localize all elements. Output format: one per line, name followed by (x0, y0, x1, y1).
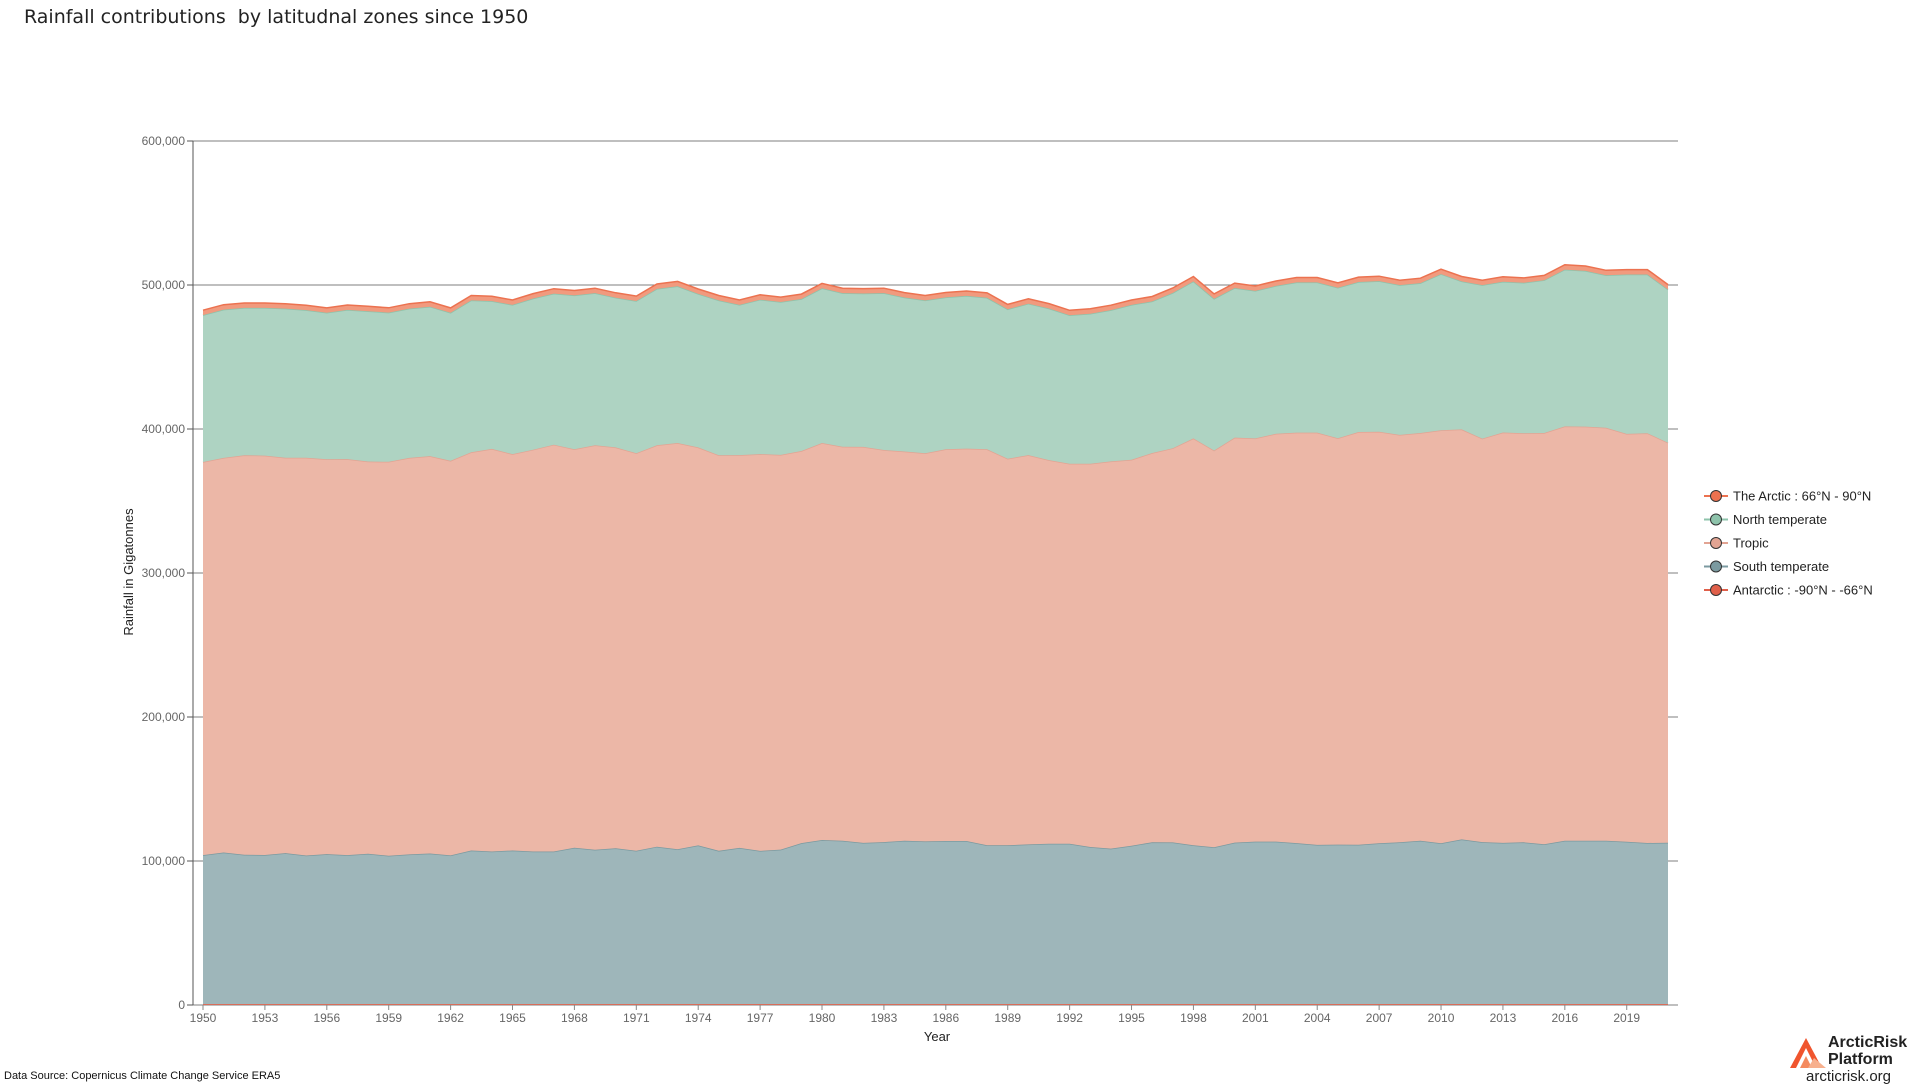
x-tick-label: 1977 (747, 1011, 774, 1025)
arcticrisk-logo[interactable]: ArcticRisk Platform arcticrisk.org (1788, 1032, 1918, 1085)
logo-name-line2: Platform (1828, 1051, 1893, 1068)
logo-url: arcticrisk.org (1806, 1068, 1892, 1085)
legend-marker (1710, 560, 1722, 573)
x-axis-title: Year (924, 1029, 951, 1044)
x-tick-label: 2013 (1490, 1011, 1517, 1025)
legend-label: Antarctic : -90°N - -66°N (1733, 583, 1873, 598)
legend-marker (1710, 490, 1722, 502)
x-tick-label: 2016 (1551, 1011, 1578, 1025)
legend-marker (1710, 513, 1722, 526)
y-tick-label: 300,000 (142, 566, 186, 580)
legend-label: North temperate (1733, 512, 1827, 527)
legend-marker (1710, 584, 1722, 596)
x-tick-label: 1974 (685, 1011, 712, 1025)
x-tick-label: 1956 (313, 1011, 340, 1025)
x-tick-label: 2001 (1242, 1011, 1269, 1025)
x-tick-label: 1959 (375, 1011, 402, 1025)
area-series-line-4 (202, 263, 1669, 312)
area-series-2[interactable] (203, 426, 1668, 856)
y-tick-label: 200,000 (142, 710, 186, 724)
y-tick-label: 600,000 (142, 134, 186, 148)
area-series-1[interactable] (203, 839, 1668, 1005)
x-tick-label: 1968 (561, 1011, 588, 1025)
x-tick-label: 1962 (437, 1011, 464, 1025)
x-tick-label: 1953 (252, 1011, 279, 1025)
data-source-note: Data Source: Copernicus Climate Change S… (4, 1070, 281, 1082)
x-tick-label: 1989 (994, 1011, 1021, 1025)
axes: 0 100,000 200,000 300,000 400,000 500,000 600,… (142, 134, 1641, 1025)
legend-label: South temperate (1733, 559, 1829, 574)
x-tick-label: 2019 (1613, 1011, 1640, 1025)
logo-name-line1: ArcticRisk (1828, 1034, 1908, 1051)
x-tick-label: 1980 (809, 1011, 836, 1025)
x-tick-label: 1986 (932, 1011, 959, 1025)
legend-marker (1710, 537, 1722, 549)
x-tick-label: 1950 (190, 1011, 217, 1025)
y-axis-title: Rainfall in Gigatonnes (121, 508, 136, 636)
legend-item[interactable]: Tropic (1704, 536, 1769, 551)
x-tick-label: 1992 (1056, 1011, 1083, 1025)
x-tick-label: 1998 (1180, 1011, 1207, 1025)
x-tick-label: 2010 (1428, 1011, 1455, 1025)
y-tick-label: 100,000 (142, 854, 186, 868)
arcticrisk-logo-icon (1790, 1038, 1826, 1068)
y-tick-label: 500,000 (142, 278, 186, 292)
area-series-3[interactable] (203, 269, 1668, 464)
x-tick-label: 2004 (1304, 1011, 1331, 1025)
y-tick-label: 400,000 (142, 422, 186, 436)
legend-item[interactable]: The Arctic : 66°N - 90°N (1704, 489, 1871, 504)
page-title: Rainfall contributions by latitudnal zon… (24, 6, 529, 28)
legend-label: The Arctic : 66°N - 90°N (1733, 489, 1871, 504)
x-tick-label: 1971 (623, 1011, 650, 1025)
legend-item[interactable]: North temperate (1704, 512, 1827, 527)
legend[interactable]: The Arctic : 66°N - 90°N North temperate T… (1704, 489, 1873, 598)
area-series[interactable] (202, 263, 1669, 1005)
y-tick-label: 0 (178, 998, 185, 1012)
legend-item[interactable]: Antarctic : -90°N - -66°N (1704, 583, 1873, 598)
x-tick-label: 1983 (871, 1011, 898, 1025)
legend-item[interactable]: South temperate (1704, 559, 1829, 574)
x-tick-label: 1965 (499, 1011, 526, 1025)
x-tick-label: 1995 (1118, 1011, 1145, 1025)
legend-label: Tropic (1733, 536, 1769, 551)
logo-name: ArcticRisk Platform (1828, 1034, 1907, 1068)
x-tick-label: 2007 (1366, 1011, 1393, 1025)
